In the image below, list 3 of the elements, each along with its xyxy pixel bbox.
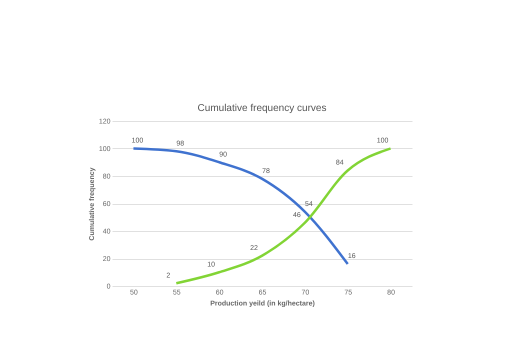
line-series xyxy=(175,147,392,284)
line-series xyxy=(132,147,349,266)
chart-title: Cumulative frequency curves xyxy=(198,103,326,114)
